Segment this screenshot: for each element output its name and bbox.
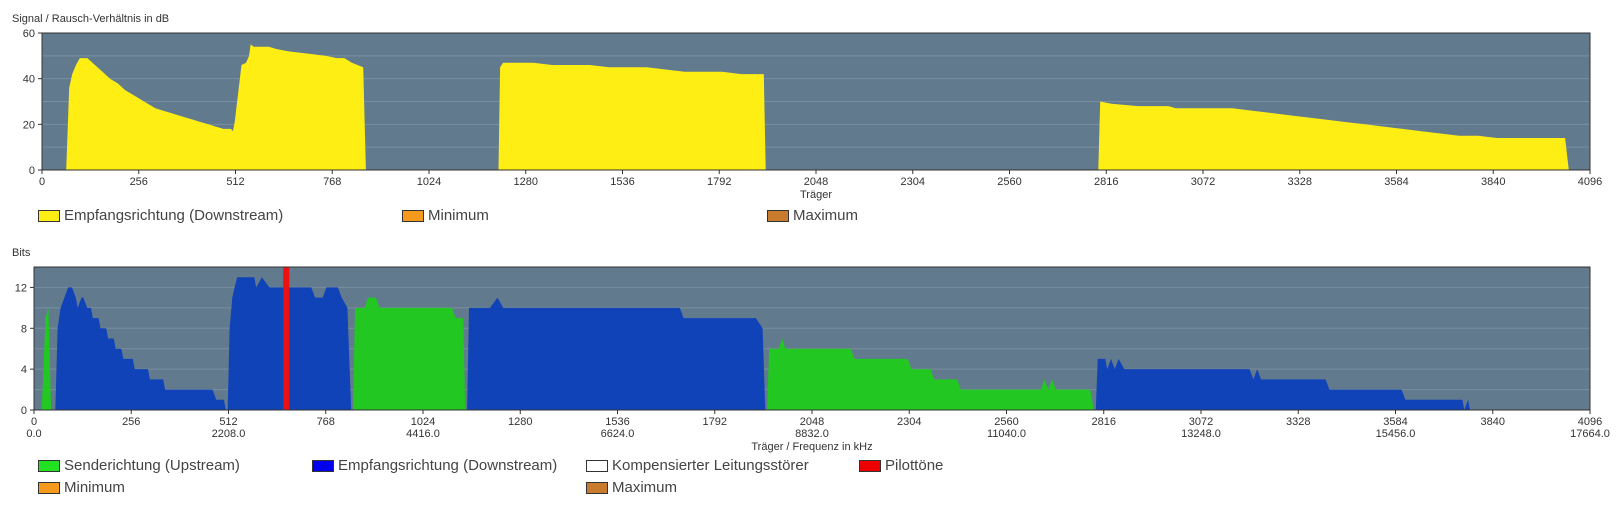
series-area <box>353 297 466 410</box>
legend-item-downstream[interactable]: Empfangsrichtung (Downstream) <box>38 207 283 224</box>
y-tick-label: 40 <box>23 74 35 86</box>
x-tick-label: 3840 <box>1481 416 1505 428</box>
x-tick-label: 256 <box>122 416 140 428</box>
x-frequency-label: 2208.0 <box>212 428 246 440</box>
x-tick-label: 0 <box>31 416 37 428</box>
x-tick-label: 2816 <box>1092 416 1116 428</box>
legend-item-maximum[interactable]: Maximum <box>767 207 858 224</box>
pilot-tone-marker <box>283 267 290 410</box>
x-tick-label: 256 <box>130 176 148 188</box>
legend-swatch-downstream <box>38 209 60 222</box>
legend-swatch-pilot <box>859 459 881 472</box>
x-axis-title: Träger / Frequenz in kHz <box>751 441 872 453</box>
legend-swatch-minimum-bits <box>38 481 60 494</box>
series-area <box>227 277 352 410</box>
x-tick-label: 2816 <box>1094 176 1118 188</box>
x-tick-label: 3328 <box>1286 416 1310 428</box>
series-area <box>55 287 226 410</box>
legend-label-minimum: Minimum <box>428 207 489 224</box>
x-tick-label: 2048 <box>800 416 824 428</box>
x-tick-label: 1792 <box>703 416 727 428</box>
series-area <box>767 338 1094 410</box>
x-tick-label: 1024 <box>417 176 441 188</box>
legend-item-minimum[interactable]: Minimum <box>402 207 489 224</box>
x-tick-label: 2560 <box>997 176 1021 188</box>
legend-item-maximum-bits[interactable]: Maximum <box>586 479 677 496</box>
legend-swatch-maximum-bits <box>586 481 608 494</box>
legend-label-pilot: Pilottöne <box>885 457 944 474</box>
x-tick-label: 3584 <box>1384 176 1408 188</box>
y-tick-label: 8 <box>21 323 27 335</box>
x-axis-title: Träger <box>800 189 832 201</box>
y-tick-label: 0 <box>29 165 35 177</box>
y-tick-label: 20 <box>23 119 35 131</box>
x-tick-label: 2304 <box>897 416 921 428</box>
x-tick-label: 4096 <box>1578 176 1602 188</box>
y-tick-label: 60 <box>23 28 35 40</box>
x-frequency-label: 15456.0 <box>1376 428 1416 440</box>
legend-swatch-downstream-bits <box>312 459 334 472</box>
x-tick-label: 3328 <box>1288 176 1312 188</box>
x-frequency-label: 6624.0 <box>601 428 635 440</box>
x-tick-label: 1280 <box>508 416 532 428</box>
x-tick-label: 1536 <box>610 176 634 188</box>
x-tick-label: 3584 <box>1383 416 1407 428</box>
legend-label-maximum-bits: Maximum <box>612 479 678 496</box>
legend-item-downstream-bits[interactable]: Empfangsrichtung (Downstream) <box>312 457 557 474</box>
legend-item-compensated[interactable]: Kompensierter Leitungsstörer <box>586 457 809 474</box>
x-frequency-label: 17664.0 <box>1570 428 1610 440</box>
series-area <box>1095 358 1470 410</box>
x-tick-label: 1280 <box>514 176 538 188</box>
y-tick-label: 0 <box>21 405 27 417</box>
x-frequency-label: 0.0 <box>26 428 41 440</box>
legend-swatch-compensated <box>586 459 608 472</box>
x-tick-label: 3840 <box>1481 176 1505 188</box>
legend-label-downstream-bits: Empfangsrichtung (Downstream) <box>338 457 558 474</box>
x-tick-label: 4096 <box>1578 416 1602 428</box>
series-area <box>467 297 766 410</box>
legend-swatch-upstream <box>38 459 60 472</box>
legend-label-downstream: Empfangsrichtung (Downstream) <box>64 207 284 224</box>
y-axis-title: Bits <box>12 247 31 259</box>
legend-label-compensated: Kompensierter Leitungsstörer <box>612 457 809 474</box>
x-frequency-label: 8832.0 <box>795 428 829 440</box>
legend-label-upstream: Senderichtung (Upstream) <box>64 457 240 474</box>
legend-item-minimum-bits[interactable]: Minimum <box>38 479 125 496</box>
x-tick-label: 3072 <box>1191 176 1215 188</box>
x-tick-label: 1024 <box>411 416 435 428</box>
x-tick-label: 512 <box>226 176 244 188</box>
series-area <box>66 44 1569 170</box>
x-tick-label: 0 <box>39 176 45 188</box>
x-frequency-label: 13248.0 <box>1181 428 1221 440</box>
y-axis-title: Signal / Rausch-Verhältnis in dB <box>12 13 169 25</box>
y-tick-label: 12 <box>15 282 27 294</box>
x-tick-label: 512 <box>219 416 237 428</box>
legend-swatch-minimum <box>402 209 424 222</box>
x-tick-label: 768 <box>317 416 335 428</box>
snr-chart: 0 20 40 60 0 256 512 768 1024 1280 1536 1792 2048 230… <box>12 13 1602 201</box>
x-frequency-label: 11040.0 <box>987 428 1026 440</box>
x-tick-label: 3072 <box>1189 416 1213 428</box>
series-area <box>41 307 52 410</box>
legend-item-pilot[interactable]: Pilottöne <box>859 457 943 474</box>
x-tick-label: 1792 <box>707 176 731 188</box>
x-tick-label: 1536 <box>605 416 629 428</box>
legend-swatch-maximum <box>767 209 789 222</box>
legend-label-minimum-bits: Minimum <box>64 479 125 496</box>
legend-label-maximum: Maximum <box>793 207 859 224</box>
x-frequency-label: 4416.0 <box>406 428 440 440</box>
x-tick-label: 768 <box>323 176 341 188</box>
x-tick-label: 2048 <box>804 176 828 188</box>
legend-item-upstream[interactable]: Senderichtung (Upstream) <box>38 457 240 474</box>
x-tick-label: 2560 <box>994 416 1018 428</box>
x-tick-label: 2304 <box>901 176 925 188</box>
y-tick-label: 4 <box>21 364 27 376</box>
